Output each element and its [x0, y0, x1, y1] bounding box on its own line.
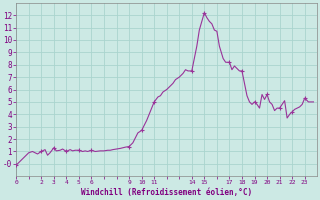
- X-axis label: Windchill (Refroidissement éolien,°C): Windchill (Refroidissement éolien,°C): [81, 188, 252, 197]
